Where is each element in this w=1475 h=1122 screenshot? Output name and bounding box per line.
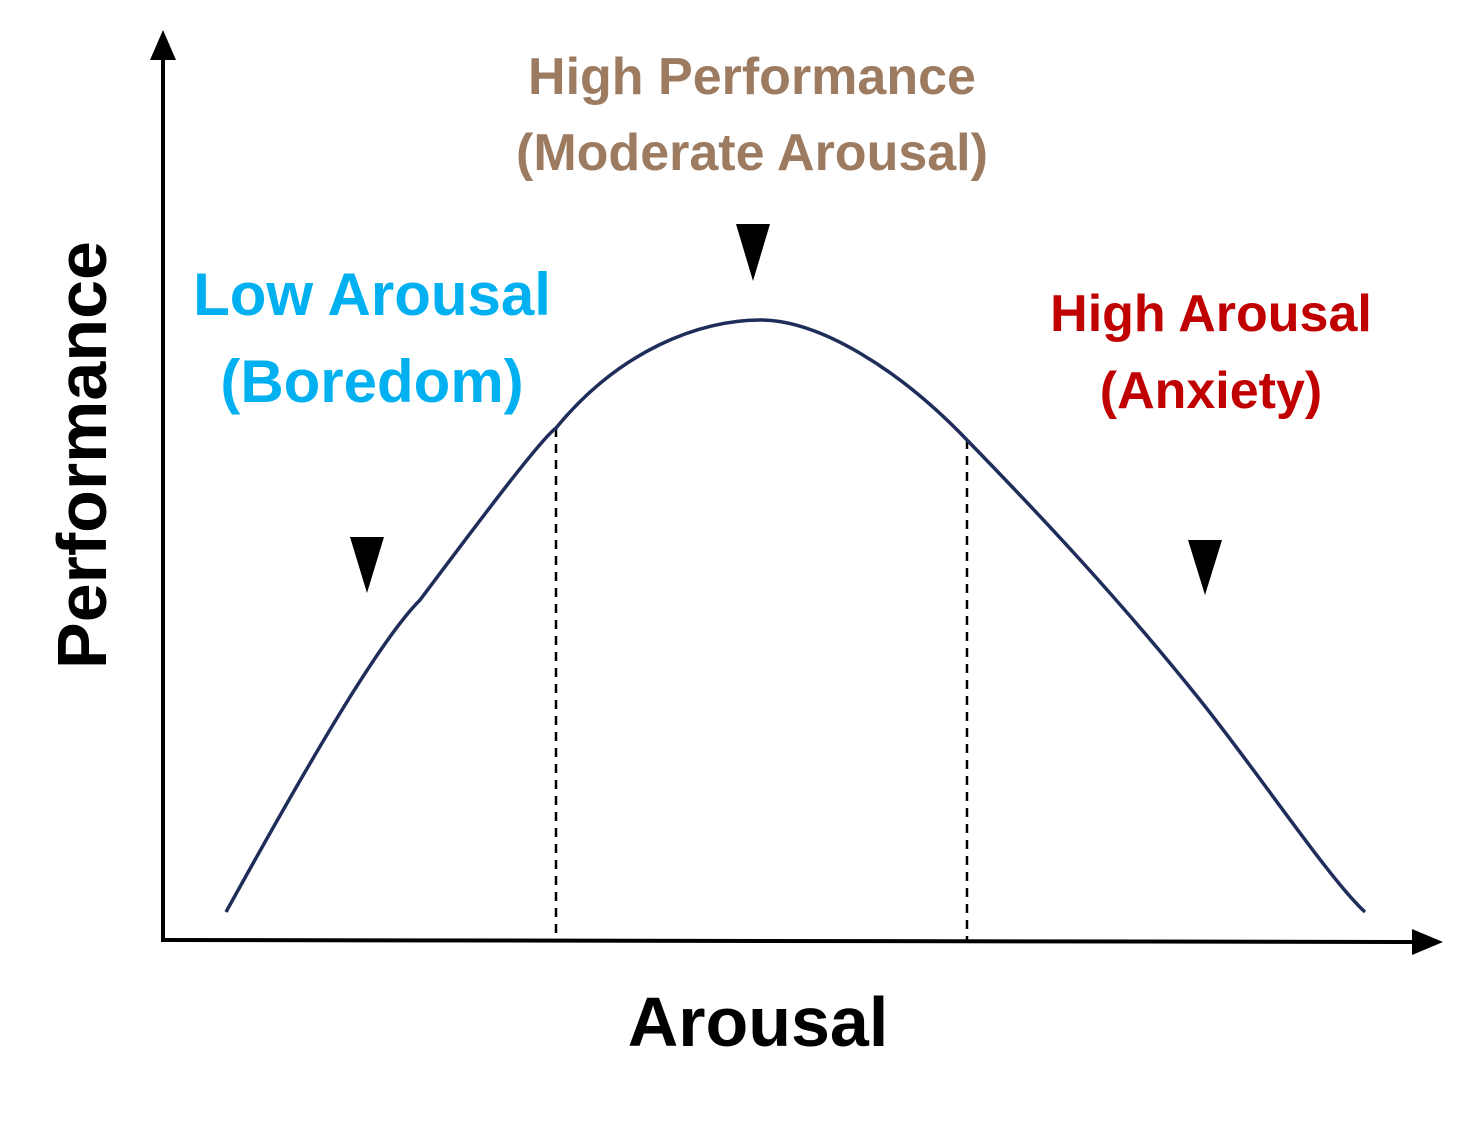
low-zone-label-line1: Low Arousal bbox=[193, 261, 551, 328]
performance-curve bbox=[224, 318, 1367, 914]
high-zone-label-line2: (Anxiety) bbox=[1100, 362, 1322, 420]
x-axis-label: Arousal bbox=[628, 983, 889, 1061]
x-axis-arrow bbox=[1412, 929, 1443, 955]
optimal-zone-label-line2: (Moderate Arousal) bbox=[516, 124, 988, 182]
low-zone-label-line2: (Boredom) bbox=[220, 348, 523, 415]
y-axis-arrow bbox=[150, 30, 176, 60]
y-axis-label: Performance bbox=[43, 241, 121, 669]
low-zone-marker-icon bbox=[350, 537, 384, 593]
optimal-zone-marker-icon bbox=[736, 224, 770, 281]
x-axis-line bbox=[160, 938, 1421, 944]
high-zone-label-line1: High Arousal bbox=[1050, 285, 1372, 343]
high-zone-marker-icon bbox=[1188, 540, 1222, 595]
optimal-zone-label-line1: High Performance bbox=[528, 48, 976, 106]
